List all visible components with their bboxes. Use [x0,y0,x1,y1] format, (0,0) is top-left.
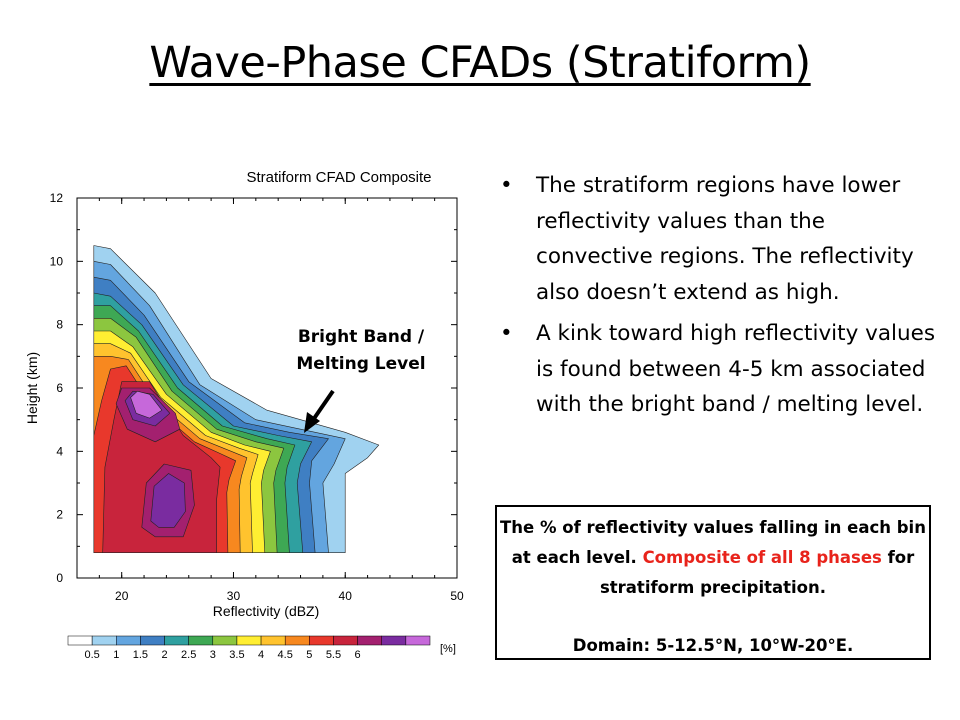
colorbar-swatch [140,635,165,646]
note-box: The % of reflectivity values falling in … [495,505,931,660]
chart-axes: 20 30 40 50 0 2 4 6 8 10 12 [50,191,464,603]
bullet-marker: • [500,321,513,346]
x-tick-label: 40 [339,589,353,603]
annotation-line-1: Bright Band / [297,327,425,347]
note-description: The % of reflectivity values falling in … [497,513,929,603]
x-axis-label: Reflectivity (dBZ) [213,603,320,619]
colorbar-swatch [357,635,382,646]
x-tick-label: 50 [450,589,464,603]
colorbar-swatch [91,635,117,646]
note-part-3: for stratiform precipitation. [599,548,915,597]
y-tick-label: 10 [50,254,64,268]
colorbar-swatch [381,635,407,646]
slide-title: Wave-Phase CFADs (Stratiform) [149,38,811,88]
colorbar-label: 2 [161,649,167,661]
contour-level-14 [150,473,186,528]
colorbar-swatch [405,635,431,646]
colorbar-swatch [284,635,310,646]
colorbar-swatch [212,635,238,646]
colorbar-unit: [%] [440,643,456,655]
colorbar-label: 6 [355,649,361,661]
bullet-text: A kink toward high reflectivity values i… [536,321,936,417]
y-axis-label: Height (km) [24,352,40,424]
colorbar: 0.5 1 1.5 2 2.5 3 3.5 4 4.5 5 5.5 6 [67,635,431,661]
colorbar-swatch [67,635,93,646]
bullet-marker: • [500,173,513,198]
colorbar-label: 0.5 [84,649,99,661]
colorbar-label: 3 [210,649,216,661]
colorbar-swatch [236,635,262,646]
x-tick-label: 30 [227,589,241,603]
colorbar-label: 5.5 [326,649,341,661]
bullet-item: • The stratiform regions have lower refl… [500,168,940,310]
contour-fills [93,245,380,554]
y-tick-label: 0 [56,571,63,585]
arrow-icon [304,389,335,433]
annotation-line-2: Melting Level [296,354,426,374]
colorbar-swatch [309,635,334,646]
contour-level-15 [130,390,163,419]
note-part-1: The % of reflectivity values falling in … [500,518,926,567]
y-tick-label: 2 [56,508,63,522]
colorbar-swatch [164,635,189,646]
chart-title: Stratiform CFAD Composite [246,169,431,186]
bullet-text: The stratiform regions have lower reflec… [536,173,914,305]
colorbar-swatch [260,635,286,646]
colorbar-swatch [116,635,141,646]
y-tick-label: 12 [50,191,64,205]
y-tick-label: 6 [56,381,63,395]
colorbar-label: 4 [258,649,264,661]
x-tick-label: 20 [115,589,129,603]
y-tick-label: 8 [56,318,63,332]
colorbar-label: 5 [306,649,312,661]
bright-band-annotation: Bright Band / Melting Level [278,324,444,378]
colorbar-label: 3.5 [229,649,244,661]
bullet-item: • A kink toward high reflectivity values… [500,316,940,423]
colorbar-label: 4.5 [278,649,293,661]
y-tick-label: 4 [56,444,63,458]
colorbar-label: 1 [113,649,119,661]
bullet-list: • The stratiform regions have lower refl… [500,168,940,429]
colorbar-swatch [333,635,358,646]
colorbar-label: 2.5 [181,649,196,661]
colorbar-swatch [188,635,214,646]
note-domain: Domain: 5-12.5°N, 10°W-20°E. [572,636,854,655]
note-part-2-highlight: Composite of all 8 phases [642,548,882,567]
colorbar-label: 1.5 [133,649,148,661]
